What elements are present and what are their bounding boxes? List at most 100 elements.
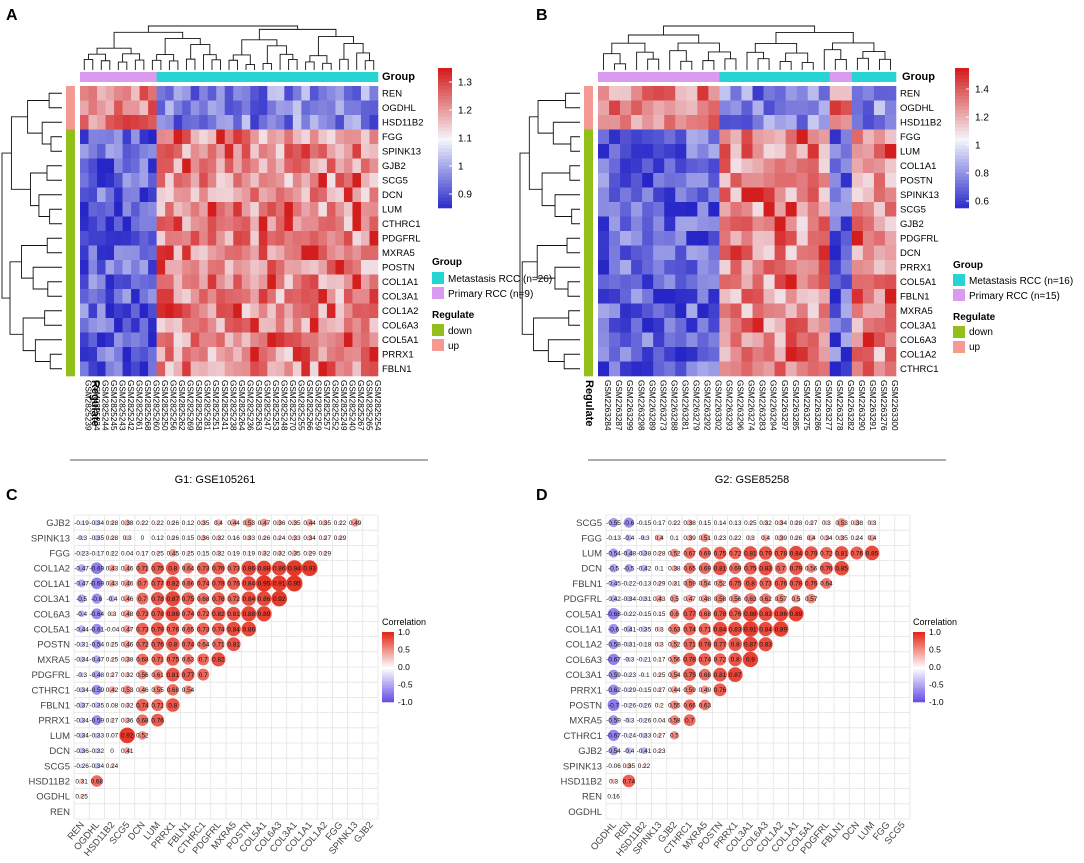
heatmap-cell <box>165 332 174 348</box>
heatmap-cell <box>763 173 775 188</box>
column-dendrogram <box>663 25 816 35</box>
correlation-circle <box>306 534 313 541</box>
group-cell <box>318 72 328 82</box>
heatmap-cell <box>233 216 243 232</box>
correlation-circle <box>226 621 241 637</box>
corr-colorbar-step <box>382 667 394 670</box>
correlation-circle <box>196 577 210 590</box>
heatmap-cell <box>884 129 897 145</box>
heatmap-cell <box>199 158 209 174</box>
panel-a-legend-group-title: Group <box>432 257 462 268</box>
heatmap-cell <box>360 187 370 203</box>
heatmap-cell <box>620 361 632 377</box>
heatmap-cell <box>642 303 654 319</box>
correlation-value: -0.1 <box>638 672 649 679</box>
heatmap-cell <box>708 347 720 362</box>
heatmap-cell <box>862 245 875 261</box>
corr-colorbar-step <box>382 639 394 642</box>
heatmap-cell <box>156 100 166 116</box>
corr-colorbar-step <box>913 695 925 698</box>
correlation-circle <box>123 747 131 755</box>
heatmap-cell <box>97 158 106 174</box>
colorbar-step <box>438 190 452 195</box>
regulate-cell <box>66 86 75 101</box>
heatmap-cell <box>697 347 709 362</box>
heatmap-cell <box>664 144 676 159</box>
correlation-value: 0.38 <box>683 520 696 527</box>
heatmap-cell <box>258 332 268 348</box>
regulate-cell <box>584 86 593 101</box>
correlation-value: 0.52 <box>668 550 681 557</box>
colorbar-step <box>955 99 969 104</box>
heatmap-cell <box>352 361 362 377</box>
column-dendrogram <box>834 58 847 70</box>
heatmap-cell <box>352 318 362 333</box>
heatmap-cell <box>730 202 742 217</box>
heatmap-cell <box>139 260 149 275</box>
heatmap-cell <box>752 274 764 290</box>
heatmap-cell <box>97 289 106 304</box>
heatmap-cell <box>785 303 797 319</box>
correlation-value: 0.46 <box>121 581 134 588</box>
correlation-circle <box>109 763 115 768</box>
y-axis-label: CTHRC1 <box>563 731 602 742</box>
correlation-circle <box>762 534 770 542</box>
heatmap-cell <box>326 202 336 217</box>
heatmap-cell <box>609 289 621 304</box>
colorbar-step <box>955 113 969 118</box>
heatmap-cell <box>829 144 842 159</box>
sample-label: GSM2263275 <box>802 380 811 431</box>
heatmap-cell <box>851 260 864 275</box>
heatmap-cell <box>267 231 277 246</box>
corr-colorbar-step <box>913 699 925 703</box>
y-axis-label: COL1A1 <box>566 625 602 636</box>
correlation-circle <box>201 550 206 556</box>
heatmap-cell <box>131 274 140 290</box>
heatmap-cell <box>292 187 302 203</box>
correlation-circle <box>712 621 728 637</box>
correlation-value: -0.33 <box>90 733 105 740</box>
correlation-value: 0.77 <box>714 642 727 649</box>
heatmap-cell <box>318 129 328 145</box>
correlation-circle <box>698 547 711 559</box>
correlation-circle <box>700 578 710 588</box>
correlation-circle <box>255 575 273 592</box>
heatmap-cell <box>148 144 157 159</box>
correlation-circle <box>788 545 804 561</box>
correlation-value: 0.45 <box>167 550 180 557</box>
heatmap-cell <box>216 129 226 145</box>
correlation-value: 0.38 <box>121 657 134 664</box>
heatmap-cell <box>326 86 336 101</box>
correlation-circle <box>108 564 116 572</box>
correlation-value: 0.54 <box>182 687 195 694</box>
correlation-circle <box>211 576 226 591</box>
heatmap-cell <box>165 303 174 319</box>
heatmap-cell <box>250 347 260 362</box>
gene-label: COL5A1 <box>900 277 936 288</box>
heatmap-cell <box>741 245 753 261</box>
heatmap-cell <box>609 303 621 319</box>
correlation-circle <box>123 640 132 649</box>
heatmap-cell <box>829 158 842 174</box>
corr-colorbar-step <box>382 657 394 661</box>
correlation-circle <box>626 717 632 723</box>
corr-colorbar-step <box>382 695 394 698</box>
heatmap-cell <box>818 303 831 319</box>
heatmap-cell <box>884 289 897 304</box>
correlation-circle <box>713 637 727 651</box>
heatmap-cell <box>97 347 106 362</box>
correlation-value: -0.54 <box>606 748 621 755</box>
correlation-circle <box>109 748 115 753</box>
heatmap-cell <box>131 303 140 319</box>
heatmap-cell <box>862 332 875 348</box>
sample-label: GSM2263283 <box>758 380 767 431</box>
group-cell <box>258 72 268 82</box>
heatmap-cell <box>173 332 183 348</box>
heatmap-cell <box>369 173 379 188</box>
corr-colorbar-tick-label: 0.0 <box>929 662 941 672</box>
correlation-circle <box>231 535 236 540</box>
group-cell <box>343 72 353 82</box>
sample-label: GSM2263297 <box>780 380 789 431</box>
heatmap-cell <box>796 260 809 275</box>
heatmap-cell <box>122 245 132 261</box>
